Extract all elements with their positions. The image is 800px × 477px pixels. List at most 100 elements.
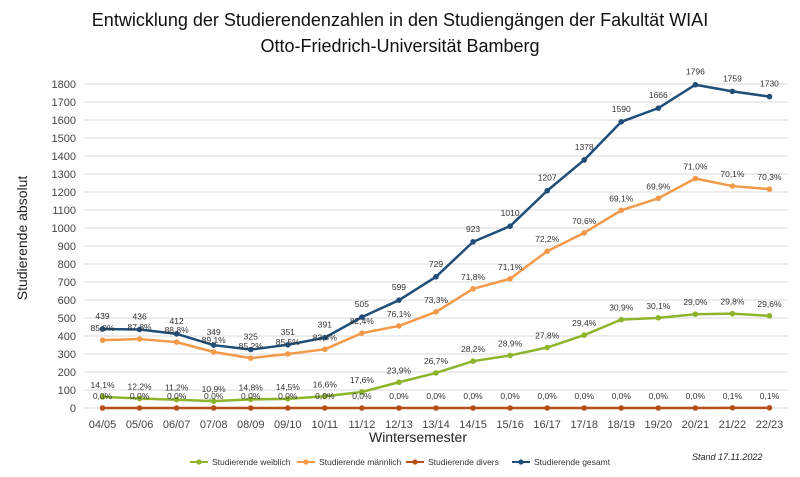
data-point xyxy=(766,313,773,319)
x-tick-label: 21/22 xyxy=(719,419,747,431)
x-axis-label: Wintersemester xyxy=(369,429,467,445)
x-tick-label: 07/08 xyxy=(200,419,228,431)
data-label: 0,0% xyxy=(352,391,372,401)
data-point xyxy=(766,93,773,100)
data-point xyxy=(655,105,662,111)
data-label: 351 xyxy=(281,327,295,337)
data-label: 69,9% xyxy=(646,181,671,191)
data-label: 73,3% xyxy=(424,295,449,305)
data-point xyxy=(433,370,439,376)
legend-label: Studierende divers xyxy=(428,457,499,467)
data-label: 923 xyxy=(466,224,480,234)
data-label: 29,8% xyxy=(720,297,745,307)
data-label: 349 xyxy=(207,327,221,337)
data-point xyxy=(618,316,625,323)
y-tick-label: 400 xyxy=(58,331,76,343)
legend-label: Studierende gesamt xyxy=(534,457,611,467)
x-tick-label: 22/23 xyxy=(756,419,784,431)
data-point xyxy=(99,405,106,411)
data-label: 1666 xyxy=(649,90,668,100)
y-tick-label: 200 xyxy=(58,367,76,379)
data-label: 83,4% xyxy=(313,332,338,342)
data-labels: 14,1% 12,2% 11,2% 10,9% 14,8% 14,5% 16,6% 17,6%… xyxy=(90,67,781,401)
data-label: 0,0% xyxy=(612,391,632,401)
data-point xyxy=(766,186,773,192)
x-tick-label: 08/09 xyxy=(237,419,265,431)
data-label: 0,1% xyxy=(723,391,743,401)
data-point xyxy=(359,314,365,320)
data-label: 27,8% xyxy=(535,331,560,341)
data-label: 1796 xyxy=(686,67,705,77)
data-point xyxy=(729,88,736,95)
data-point xyxy=(210,342,217,348)
data-point xyxy=(692,405,699,411)
stand-note: Stand 17.11.2022 xyxy=(692,452,763,462)
legend-marker xyxy=(412,459,418,465)
x-tick-label: 09/10 xyxy=(274,419,302,431)
y-tick-label: 1500 xyxy=(52,133,76,145)
data-label: 10,9% xyxy=(202,384,227,394)
data-point xyxy=(210,349,217,355)
y-tick-label: 900 xyxy=(58,241,76,253)
data-point xyxy=(470,405,476,411)
data-label: 0,0% xyxy=(649,391,669,401)
y-tick-label: 600 xyxy=(58,295,76,307)
chart-subtitle: Otto-Friedrich-Universität Bamberg xyxy=(260,36,540,56)
data-point xyxy=(247,405,254,411)
data-point xyxy=(692,175,699,182)
data-point xyxy=(618,119,625,125)
data-label: 82,4% xyxy=(350,316,375,326)
y-tick-label: 1600 xyxy=(52,115,76,127)
y-tick-label: 700 xyxy=(58,277,76,289)
data-point xyxy=(173,331,180,337)
data-label: 436 xyxy=(132,312,146,322)
data-point xyxy=(655,405,662,411)
data-point xyxy=(655,195,662,202)
y-tick-label: 800 xyxy=(58,259,76,271)
data-point xyxy=(396,323,402,329)
data-label: 391 xyxy=(318,320,332,330)
data-label: 29,4% xyxy=(572,318,597,328)
data-point xyxy=(173,396,180,403)
data-point xyxy=(433,273,439,280)
y-tick-label: 1200 xyxy=(52,187,76,199)
data-point xyxy=(136,336,143,342)
data-label: 1207 xyxy=(538,173,557,183)
data-label: 0,0% xyxy=(315,391,335,401)
data-point xyxy=(99,337,106,343)
data-point xyxy=(136,326,143,333)
data-point xyxy=(433,309,439,315)
data-point xyxy=(729,183,736,189)
data-point xyxy=(507,405,513,411)
gridlines xyxy=(84,83,788,409)
data-point xyxy=(284,342,291,348)
data-point xyxy=(544,187,550,194)
data-label: 0,0% xyxy=(575,391,595,401)
x-tick-label: 12/13 xyxy=(385,419,413,431)
data-label: 0,0% xyxy=(426,391,446,401)
data-point xyxy=(544,344,550,351)
y-tick-label: 1100 xyxy=(52,205,76,217)
data-point xyxy=(99,394,106,400)
legend-marker xyxy=(303,459,309,465)
data-point xyxy=(581,230,588,236)
data-label: 0,0% xyxy=(500,391,520,401)
data-label: 28,9% xyxy=(498,338,523,348)
data-point xyxy=(396,405,402,411)
data-label: 0,0% xyxy=(93,391,113,401)
data-point xyxy=(544,248,550,255)
y-tick-label: 1400 xyxy=(52,151,76,163)
data-label: 1590 xyxy=(612,104,631,114)
data-point xyxy=(618,405,625,411)
data-label: 23,9% xyxy=(387,365,412,375)
data-label: 1759 xyxy=(723,73,742,83)
data-label: 0,0% xyxy=(204,391,224,401)
data-point xyxy=(136,395,143,402)
y-tick-label: 1700 xyxy=(52,97,76,109)
data-label: 76,1% xyxy=(387,309,412,319)
data-label: 17,6% xyxy=(350,375,375,385)
data-point xyxy=(322,334,328,341)
data-point xyxy=(359,389,365,395)
x-tick-label: 10/11 xyxy=(311,419,338,431)
data-point xyxy=(322,346,328,353)
